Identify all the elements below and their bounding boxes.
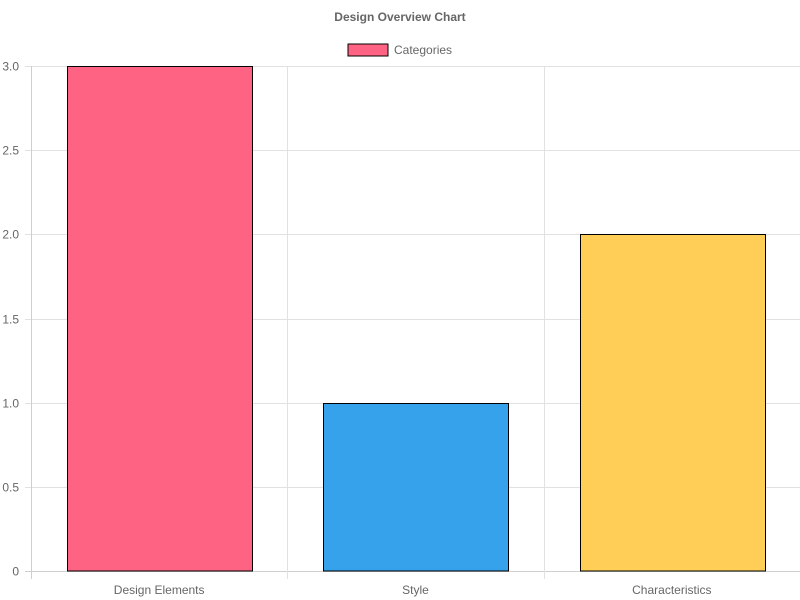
legend-swatch (347, 43, 389, 57)
bars (67, 66, 766, 572)
y-tick-label: 1.0 (2, 397, 19, 411)
x-tick-label: Characteristics (632, 583, 711, 597)
bar[interactable] (580, 234, 766, 572)
legend[interactable]: Categories (347, 43, 452, 57)
legend-label: Categories (394, 43, 452, 57)
bar[interactable] (67, 66, 253, 572)
x-tick-label: Style (402, 583, 429, 597)
y-axis-ticks: 0 0.5 1.0 1.5 2.0 2.5 3.0 (2, 60, 19, 579)
y-tick-label: 1.5 (2, 313, 19, 327)
x-tick-label: Design Elements (114, 583, 205, 597)
y-tick-label: 0 (12, 565, 19, 579)
x-axis-ticks: Design Elements Style Characteristics (114, 583, 712, 597)
y-tick-label: 3.0 (2, 60, 19, 74)
bar[interactable] (323, 403, 509, 572)
y-tick-label: 2.5 (2, 144, 19, 158)
y-tick-label: 2.0 (2, 228, 19, 242)
chart-title: Design Overview Chart (334, 10, 465, 24)
y-tick-label: 0.5 (2, 481, 19, 495)
